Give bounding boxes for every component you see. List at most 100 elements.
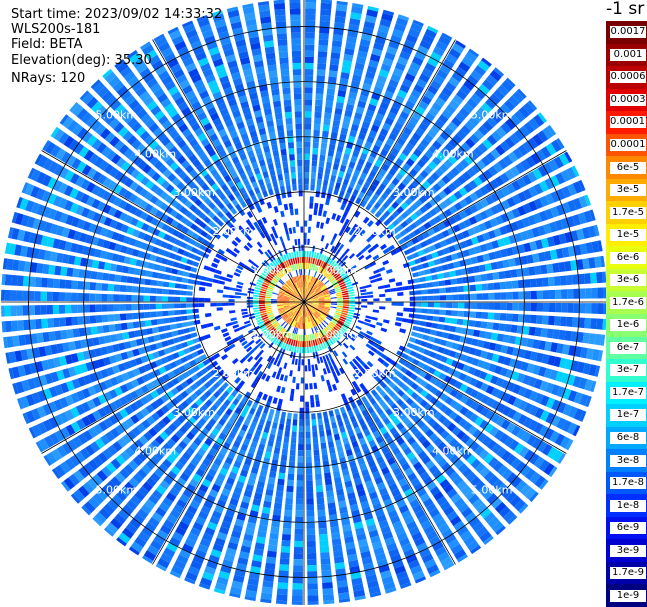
range-gate — [11, 227, 20, 240]
range-gate — [332, 163, 340, 171]
range-gate — [158, 447, 168, 457]
range-gate — [94, 347, 103, 357]
range-gate — [366, 360, 374, 368]
range-gate — [263, 320, 271, 325]
range-gate — [47, 318, 55, 328]
range-gate — [83, 293, 90, 302]
range-gate — [436, 362, 445, 371]
range-gate — [388, 598, 402, 605]
range-gate — [253, 291, 260, 295]
range-gate — [64, 458, 76, 471]
range-gate — [76, 418, 86, 430]
range-gate — [257, 391, 264, 399]
range-gate — [138, 486, 149, 497]
range-gate — [332, 34, 343, 42]
range-gate — [62, 253, 70, 264]
range-gate — [316, 332, 320, 339]
range-gate — [281, 336, 287, 343]
range-gate — [424, 558, 437, 569]
range-gate — [365, 480, 374, 489]
range-gate — [287, 310, 293, 316]
range-gate — [273, 323, 280, 329]
range-gate — [326, 379, 331, 387]
range-gate — [350, 401, 358, 410]
range-gate — [403, 446, 412, 456]
range-gate — [453, 548, 467, 560]
range-gate — [106, 462, 117, 474]
range-gate — [289, 8, 301, 15]
range-gate — [143, 550, 157, 561]
range-gate — [294, 257, 298, 264]
range-gate — [528, 452, 540, 465]
range-gate — [73, 365, 83, 375]
range-gate — [298, 178, 303, 185]
range-gate — [295, 383, 300, 390]
range-gate — [323, 327, 329, 334]
range-gate — [554, 433, 566, 446]
range-gate — [269, 282, 276, 287]
range-gate — [304, 87, 313, 94]
range-gate — [458, 302, 465, 309]
range-gate — [177, 248, 185, 255]
range-gate — [14, 212, 24, 225]
range-gate — [307, 359, 311, 366]
range-gate — [496, 403, 506, 414]
range-gate — [228, 431, 237, 440]
range-gate — [241, 539, 253, 548]
range-gate — [53, 128, 65, 142]
range-gate — [243, 343, 250, 350]
range-gate — [119, 468, 130, 479]
range-gate — [434, 353, 443, 361]
range-gate — [311, 425, 318, 432]
range-gate — [123, 256, 132, 265]
range-gate — [146, 225, 155, 234]
range-gate — [199, 353, 207, 361]
range-gate — [197, 543, 209, 554]
range-gate — [291, 601, 303, 605]
range-gate — [154, 238, 163, 247]
range-gate — [248, 349, 255, 356]
range-gate — [190, 457, 200, 467]
range-gate — [180, 390, 189, 399]
range-gate — [367, 523, 377, 533]
range-gate — [318, 305, 325, 309]
range-gate — [529, 405, 539, 417]
range-gate — [423, 476, 434, 486]
range-gate — [317, 317, 322, 323]
range-gate — [412, 570, 425, 581]
range-gate — [212, 278, 220, 284]
range-gate — [112, 196, 122, 207]
range-gate — [90, 270, 98, 280]
range-gate — [424, 403, 433, 412]
range-gate — [324, 304, 331, 306]
range-gate — [96, 187, 107, 199]
range-gate — [484, 423, 494, 434]
range-gate — [77, 280, 85, 290]
range-gate — [257, 370, 263, 378]
range-gate — [279, 310, 286, 315]
range-gate — [352, 315, 360, 320]
range-gate — [84, 327, 92, 336]
range-gate — [214, 399, 222, 408]
range-gate — [148, 236, 157, 244]
range-gate — [169, 209, 179, 218]
range-gate — [271, 371, 277, 379]
range-gate — [507, 514, 520, 527]
range-gate — [280, 386, 286, 394]
range-gate — [282, 521, 292, 529]
range-gate — [265, 292, 272, 295]
range-gate — [324, 167, 331, 175]
range-gate — [230, 317, 237, 322]
range-gate — [1, 256, 2, 269]
range-gate — [100, 346, 108, 356]
range-gate — [363, 321, 370, 327]
range-gate — [210, 303, 217, 307]
range-gate — [440, 556, 453, 568]
range-gate — [146, 353, 155, 362]
range-gate — [419, 370, 427, 378]
range-gate — [164, 205, 174, 215]
range-gate — [279, 417, 286, 425]
range-gate — [253, 294, 260, 298]
range-gate — [118, 508, 130, 521]
range-gate — [375, 385, 383, 393]
